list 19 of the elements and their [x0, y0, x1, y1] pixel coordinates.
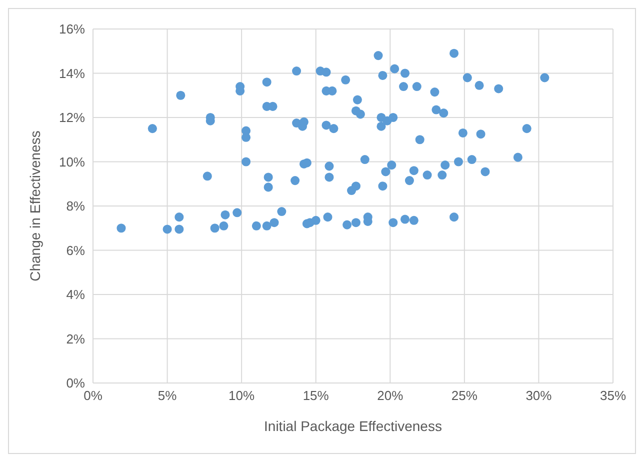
y-tick-label: 0%: [66, 376, 86, 391]
y-axis-title: Change in Effectiveness: [26, 130, 43, 282]
x-tick-label: 5%: [158, 388, 178, 404]
y-tick-label: 16%: [58, 22, 86, 37]
x-axis-title: Initial Package Effectiveness: [264, 418, 442, 434]
x-tick-label: 25%: [451, 388, 478, 404]
y-tick-label: 14%: [58, 66, 86, 81]
x-tick-label: 15%: [302, 388, 330, 404]
y-tick-label: 4%: [66, 287, 86, 302]
y-tick-label: 8%: [66, 198, 86, 214]
y-tick-label: 6%: [66, 242, 86, 258]
x-tick-label: 0%: [84, 388, 103, 404]
x-tick-label: 35%: [600, 388, 626, 404]
y-tick-label: 2%: [66, 331, 86, 346]
x-tick-label: 10%: [228, 388, 256, 404]
y-tick-label: 12%: [58, 110, 86, 126]
y-tick-label: 10%: [58, 154, 86, 170]
x-tick-label: 20%: [377, 388, 404, 404]
x-tick-label: 30%: [526, 388, 552, 404]
